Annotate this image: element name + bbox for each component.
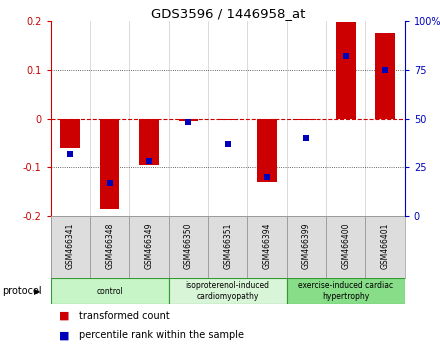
- Bar: [375, 33, 395, 119]
- Text: GSM466399: GSM466399: [302, 222, 311, 269]
- Text: protocol: protocol: [2, 286, 42, 296]
- Bar: [51, 278, 169, 304]
- Point: [381, 67, 389, 73]
- Text: transformed count: transformed count: [79, 311, 170, 321]
- Text: GSM466351: GSM466351: [223, 222, 232, 269]
- Bar: [169, 278, 287, 304]
- Text: control: control: [96, 287, 123, 296]
- Text: ■: ■: [59, 330, 70, 340]
- Text: GSM466341: GSM466341: [66, 222, 75, 269]
- Point: [146, 159, 153, 164]
- Text: ▶: ▶: [34, 287, 40, 296]
- Point: [67, 151, 74, 156]
- Bar: [366, 216, 405, 278]
- Bar: [139, 119, 159, 165]
- Text: exercise-induced cardiac
hypertrophy: exercise-induced cardiac hypertrophy: [298, 281, 393, 301]
- Bar: [218, 119, 238, 120]
- Text: percentile rank within the sample: percentile rank within the sample: [79, 330, 244, 340]
- Bar: [326, 216, 366, 278]
- Bar: [336, 22, 356, 119]
- Bar: [257, 119, 277, 182]
- Text: GSM466401: GSM466401: [381, 222, 390, 269]
- Point: [224, 141, 231, 147]
- Bar: [90, 216, 129, 278]
- Point: [264, 174, 271, 180]
- Text: isoproterenol-induced
cardiomyopathy: isoproterenol-induced cardiomyopathy: [186, 281, 270, 301]
- Text: GSM466400: GSM466400: [341, 222, 350, 269]
- Bar: [287, 216, 326, 278]
- Text: GSM466348: GSM466348: [105, 222, 114, 269]
- Text: GSM466394: GSM466394: [263, 222, 271, 269]
- Bar: [287, 278, 405, 304]
- Bar: [100, 119, 120, 209]
- Point: [342, 53, 349, 59]
- Point: [106, 180, 113, 185]
- Bar: [51, 216, 90, 278]
- Bar: [60, 119, 80, 148]
- Bar: [129, 216, 169, 278]
- Point: [185, 120, 192, 125]
- Text: GSM466350: GSM466350: [184, 222, 193, 269]
- Text: ■: ■: [59, 311, 70, 321]
- Point: [303, 135, 310, 141]
- Bar: [208, 216, 247, 278]
- Title: GDS3596 / 1446958_at: GDS3596 / 1446958_at: [150, 7, 305, 20]
- Bar: [297, 119, 316, 120]
- Bar: [169, 216, 208, 278]
- Bar: [247, 216, 287, 278]
- Bar: [179, 119, 198, 121]
- Text: GSM466349: GSM466349: [144, 222, 154, 269]
